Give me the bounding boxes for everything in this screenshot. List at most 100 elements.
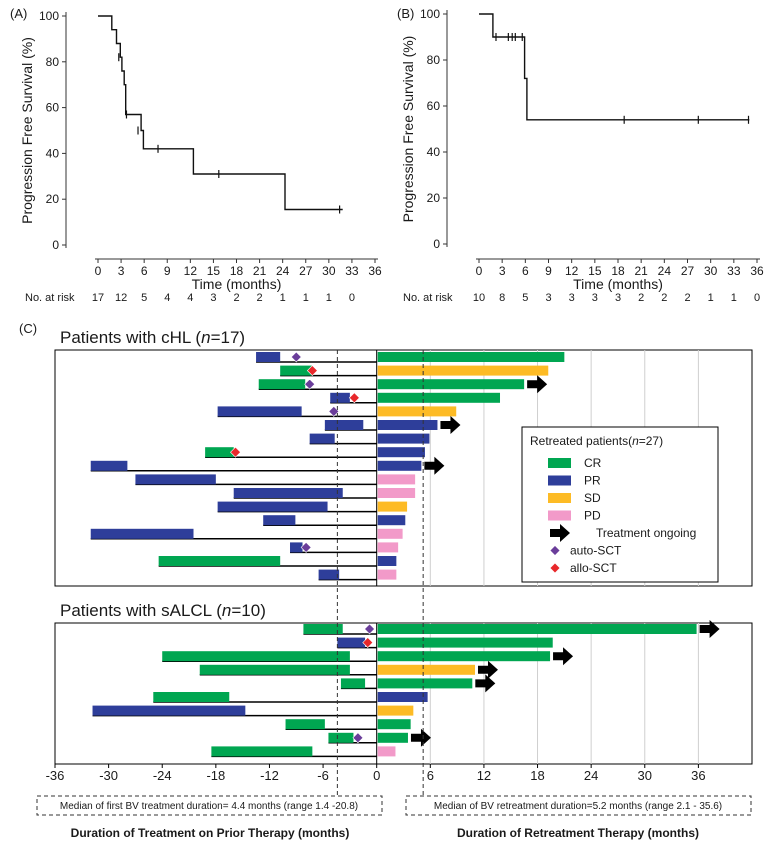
- legend-swatch-pd: [548, 510, 571, 521]
- x-tick-label: 33: [345, 264, 359, 278]
- retreat-bar-cr: [377, 719, 411, 730]
- risk-count: 2: [257, 292, 263, 304]
- x-tick-label: -12: [260, 768, 279, 783]
- legend-swatch-sd: [548, 493, 571, 503]
- y-tick-label: 80: [427, 53, 441, 67]
- x-tick-label: -36: [46, 768, 65, 783]
- x-tick-label: -18: [206, 768, 225, 783]
- y-tick-label: 100: [39, 9, 59, 23]
- allo-sct-marker: [348, 392, 360, 404]
- x-tick-label: 12: [184, 264, 198, 278]
- y-tick-label: 60: [46, 101, 60, 115]
- risk-count: 2: [684, 292, 690, 304]
- y-tick-label: 60: [427, 99, 441, 113]
- prior-bar-cr: [303, 624, 343, 634]
- legend-allo-marker: [549, 562, 561, 574]
- auto-sct-marker: [364, 623, 375, 635]
- retreat-bar-cr: [377, 352, 565, 362]
- y-tick-label: 80: [46, 55, 60, 69]
- retreat-bar-cr: [377, 678, 473, 689]
- retreat-bar-sd: [377, 664, 475, 675]
- prior-bar-pr: [263, 515, 296, 526]
- x-tick-label: 30: [638, 768, 652, 783]
- legend-label: auto-SCT: [570, 544, 622, 558]
- x-tick-label: 0: [373, 768, 380, 783]
- prior-bar-cr: [162, 651, 350, 662]
- risk-count: 1: [708, 292, 714, 304]
- legend-label: Treatment ongoing: [596, 526, 696, 540]
- y-tick-label: 100: [420, 7, 440, 21]
- x-tick-label: 9: [164, 264, 171, 278]
- prior-bar-pr: [217, 406, 302, 417]
- retreat-bar-pr: [377, 515, 406, 526]
- retreat-bar-pd: [377, 542, 399, 553]
- ongoing-arrow: [699, 620, 720, 638]
- y-tick-label: 0: [433, 237, 440, 251]
- risk-count: 17: [92, 292, 104, 304]
- prior-bar-cr: [285, 719, 325, 730]
- y-tick-label: 20: [46, 192, 60, 206]
- prior-bar-pr: [318, 569, 340, 580]
- y-tick-label: 0: [52, 238, 59, 252]
- retreat-bar-pr: [377, 556, 397, 566]
- retreat-bar-cr: [377, 637, 553, 648]
- retreat-bar-pd: [377, 528, 403, 539]
- legend-box: [521, 426, 719, 583]
- risk-count: 8: [499, 292, 505, 304]
- x-tick-label: 36: [750, 264, 764, 278]
- x-tick-label: 0: [476, 264, 483, 278]
- ongoing-arrow: [553, 647, 574, 666]
- prior-bar-pr: [324, 420, 364, 430]
- x-tick-label: 36: [368, 264, 382, 278]
- prior-bar-pr: [217, 501, 328, 512]
- x-tick-label: 6: [141, 264, 148, 278]
- x-tick-label: 18: [230, 264, 244, 278]
- risk-count: 12: [115, 292, 127, 304]
- retreat-bar-sd: [377, 365, 549, 376]
- risk-count: 3: [592, 292, 598, 304]
- x-tick-label: 12: [477, 768, 491, 783]
- prior-bar-pr: [337, 637, 366, 648]
- x-tick-label: 36: [691, 768, 705, 783]
- risk-count: 1: [731, 292, 737, 304]
- risk-count: 4: [164, 292, 170, 304]
- y-tick-label: 40: [427, 145, 441, 159]
- legend-label: SD: [584, 491, 601, 505]
- salcl-title: Patients with sALCL (n=10): [60, 601, 266, 620]
- x-tick-label: -6: [317, 768, 329, 783]
- risk-count: 3: [545, 292, 551, 304]
- prior-bar-pr: [309, 433, 335, 444]
- y-axis-title: Progression Free Survival (%): [400, 36, 416, 223]
- survival-curve: [479, 13, 750, 121]
- retreat-bar-sd: [377, 705, 414, 716]
- retreat-bar-cr: [377, 392, 501, 403]
- legend-label: PR: [584, 474, 601, 488]
- prior-bar-pr: [135, 474, 216, 485]
- x-axis-title-retreat: Duration of Retreatment Therapy (months): [457, 826, 699, 840]
- ongoing-arrow: [424, 456, 445, 475]
- allo-sct-marker: [362, 637, 374, 649]
- legend-title: Retreated patients(n=27): [530, 434, 663, 448]
- survival-curve: [98, 15, 343, 211]
- x-tick-label: 24: [276, 264, 290, 278]
- prior-bar-cr: [205, 447, 234, 458]
- x-axis-title-prior: Duration of Treatment on Prior Therapy (…: [71, 826, 350, 840]
- prior-bar-cr: [328, 732, 354, 743]
- risk-count: 1: [280, 292, 286, 304]
- prior-bar-cr: [199, 664, 350, 675]
- y-tick-label: 20: [427, 191, 441, 205]
- retreat-bar-pr: [377, 460, 422, 471]
- x-tick-label: -30: [99, 768, 118, 783]
- prior-bar-pr: [290, 542, 303, 553]
- x-tick-label: -24: [153, 768, 172, 783]
- x-tick-label: 18: [530, 768, 544, 783]
- legend-label: CR: [584, 456, 602, 470]
- auto-sct-marker: [352, 732, 364, 744]
- retreat-bar-pr: [377, 692, 428, 702]
- legend-arrow-icon: [550, 524, 570, 542]
- retreat-bar-cr: [377, 379, 525, 390]
- prior-bar-cr: [340, 678, 366, 689]
- risk-count: 0: [349, 292, 355, 304]
